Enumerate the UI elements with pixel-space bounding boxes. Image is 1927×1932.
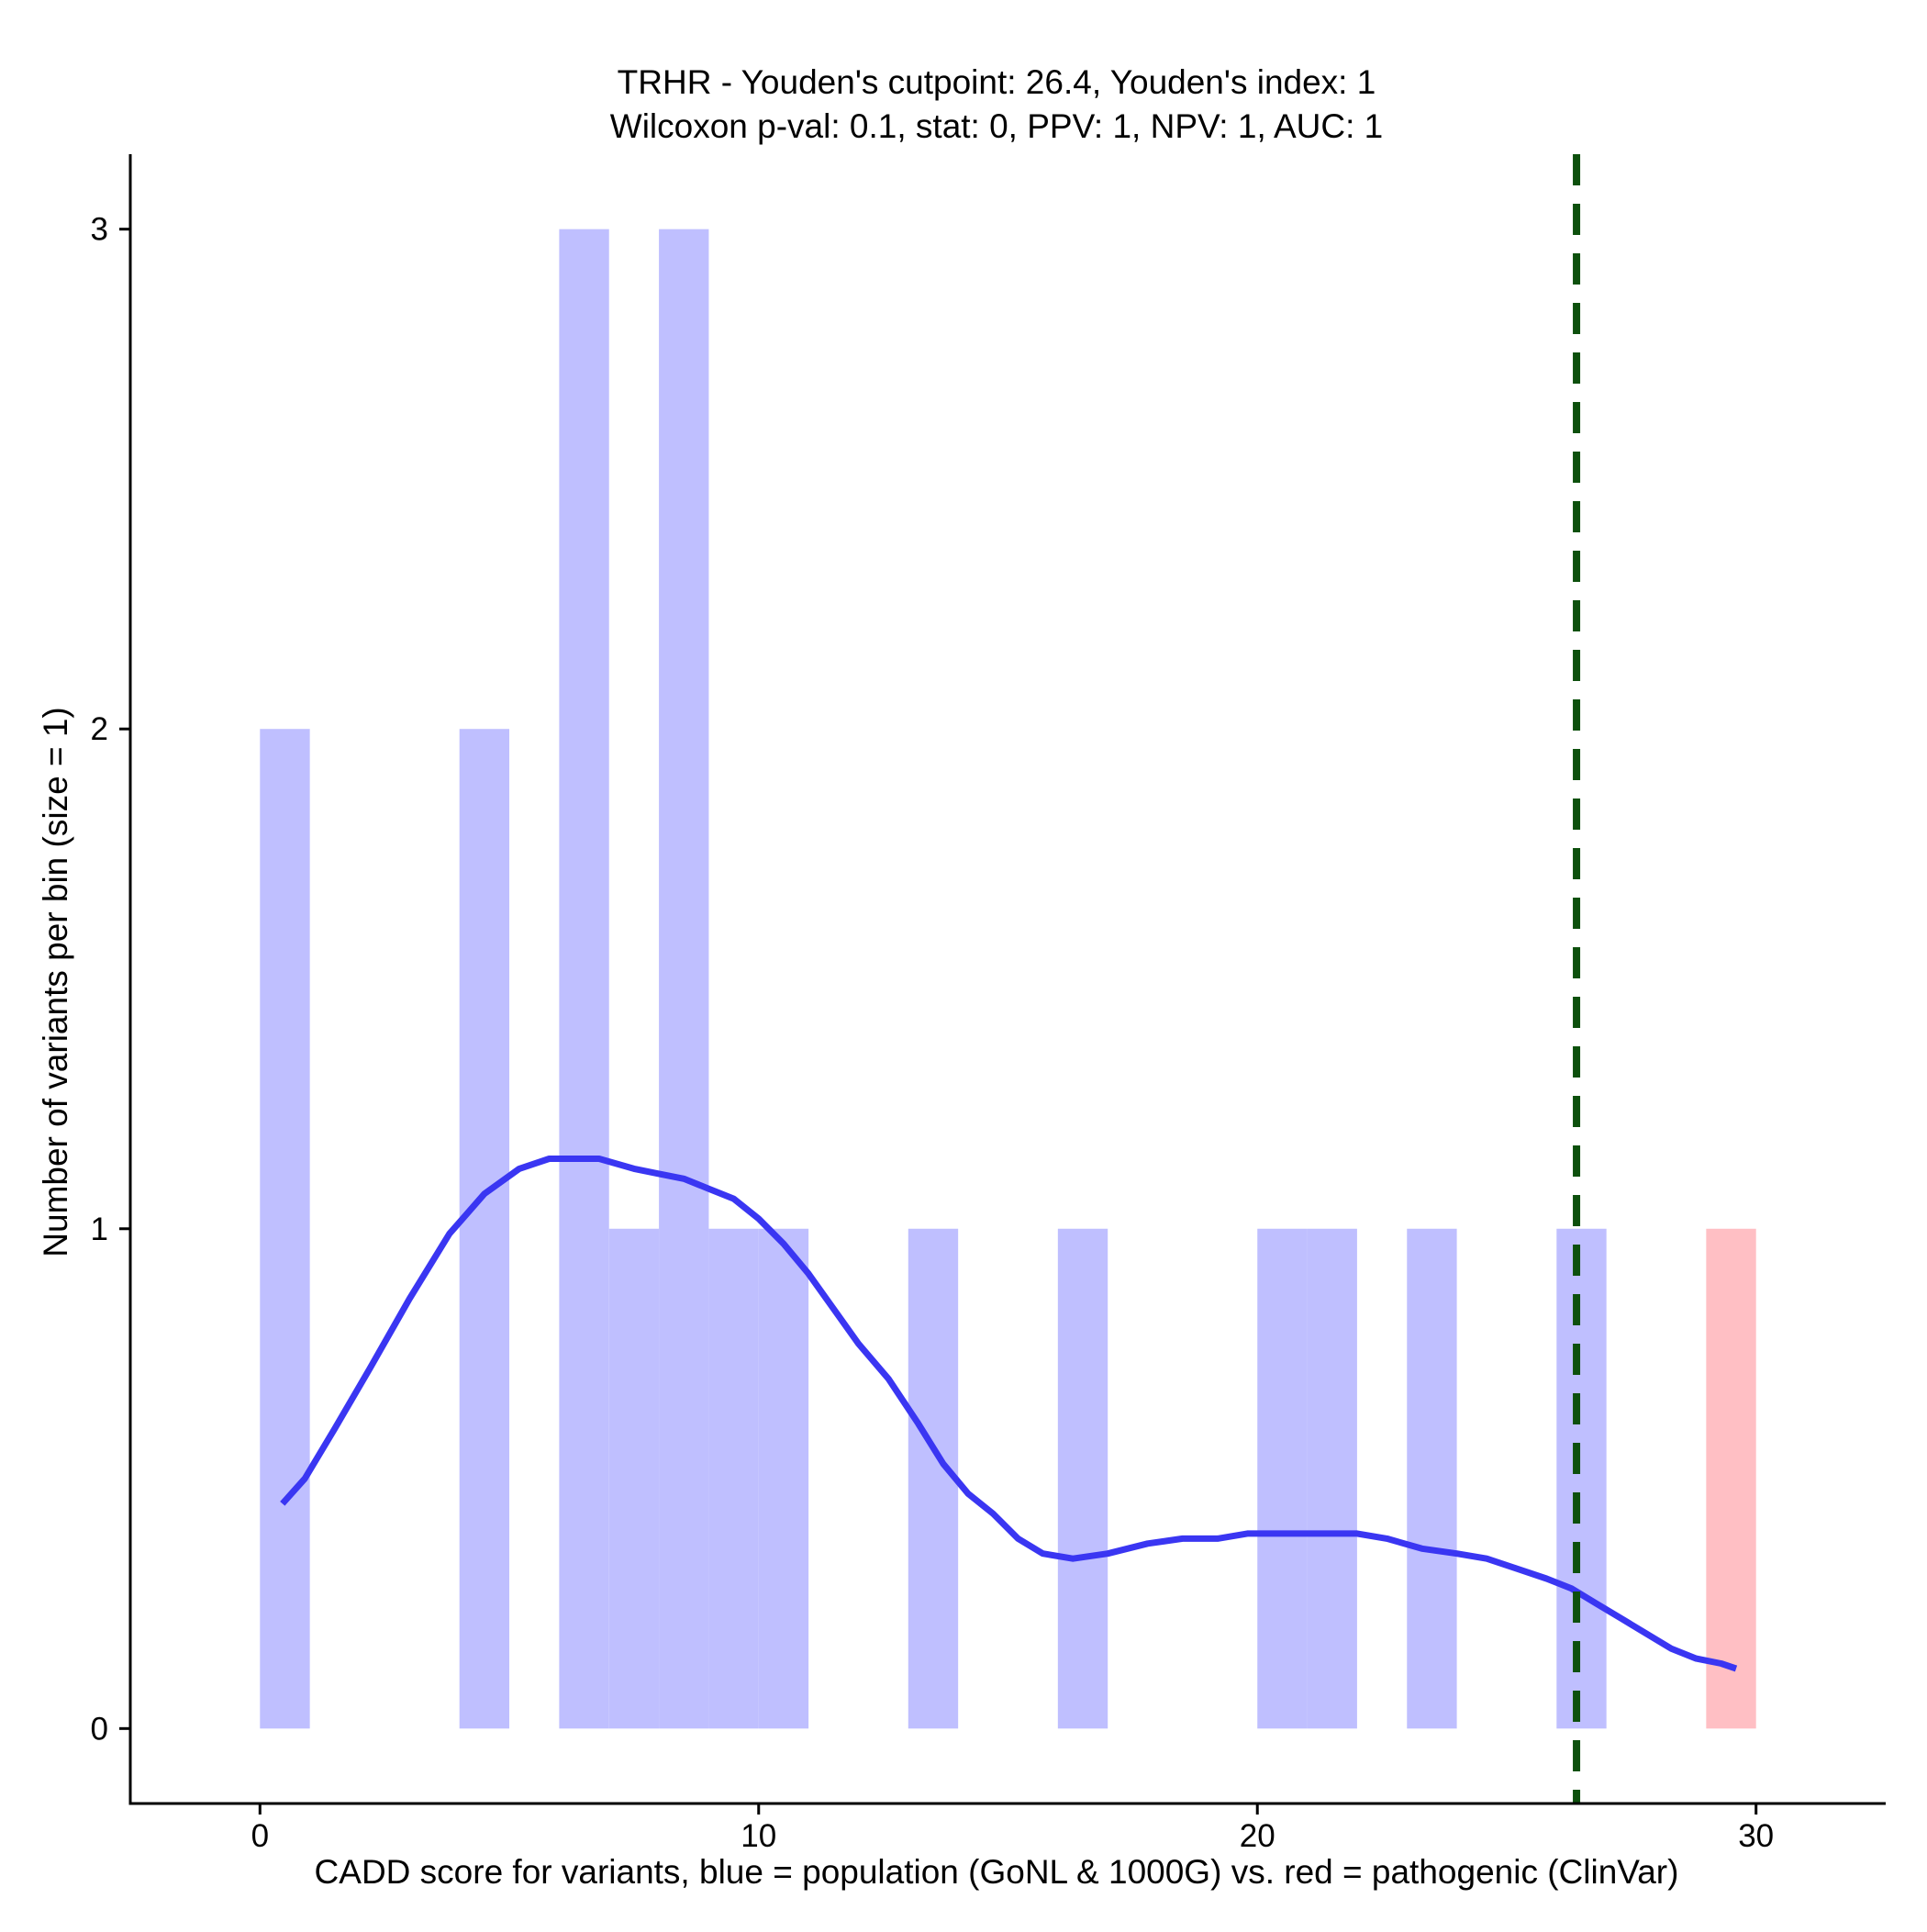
- population-bar: [908, 1228, 959, 1729]
- population-bar: [1057, 1228, 1108, 1729]
- population-bar: [659, 229, 709, 1729]
- y-axis-label: Number of variants per bin (size = 1): [37, 707, 74, 1256]
- pathogenic-bar: [1706, 1228, 1756, 1729]
- population-bar: [708, 1228, 759, 1729]
- population-bar: [559, 229, 609, 1729]
- y-tick-label: 0: [91, 1711, 108, 1747]
- axes-layer: [128, 154, 1886, 1805]
- x-axis-label: CADD score for variants, blue = populati…: [315, 1853, 1679, 1891]
- y-tick-label: 1: [91, 1212, 108, 1247]
- y-tick-label: 3: [91, 212, 108, 248]
- x-tick-label: 20: [1240, 1818, 1275, 1854]
- chart-title-line2: Wilcoxon p-val: 0.1, stat: 0, PPV: 1, NP…: [610, 107, 1383, 145]
- bars-layer: [260, 229, 1756, 1729]
- y-tick-label: 2: [91, 711, 108, 747]
- density-curve: [280, 1156, 1738, 1672]
- x-tick-label: 10: [741, 1818, 776, 1854]
- density-curve-layer: [280, 1156, 1738, 1672]
- population-bar: [758, 1228, 809, 1729]
- population-bar: [1556, 1228, 1607, 1729]
- x-tick-label: 30: [1738, 1818, 1774, 1854]
- population-bar: [260, 729, 310, 1729]
- population-bar: [1257, 1228, 1308, 1729]
- population-bar: [1307, 1228, 1357, 1729]
- population-bar: [1407, 1228, 1457, 1729]
- chart-title-line1: TRHR - Youden's cutpoint: 26.4, Youden's…: [618, 63, 1376, 101]
- x-tick-label: 0: [251, 1818, 269, 1854]
- population-bar: [459, 729, 510, 1729]
- ticks-layer: 0 10 20 30 0 1 2 3: [91, 212, 1775, 1854]
- population-bar: [608, 1228, 660, 1729]
